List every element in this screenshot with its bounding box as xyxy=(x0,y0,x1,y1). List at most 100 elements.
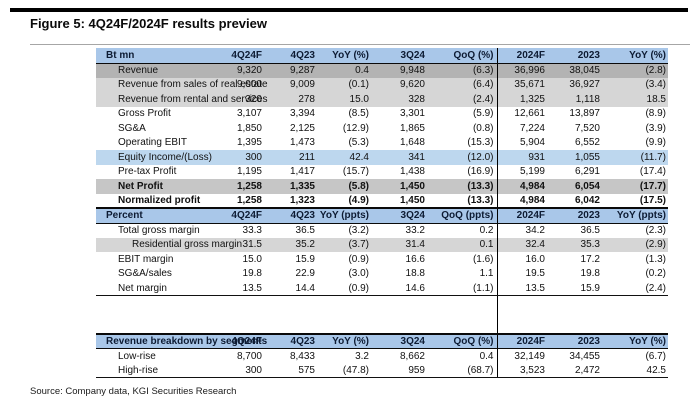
table-row: SG&A/sales 19.8 22.9 (3.0) 18.8 1.1 19.5 19.8 (0… xyxy=(96,266,668,281)
row-label: Low-rise xyxy=(118,350,156,362)
cell-value: 32,149 xyxy=(496,348,548,363)
column-header: Bt mn xyxy=(96,48,211,64)
table-row: High-rise 300 575 (47.8) 959 (68.7) 3,523 2,472… xyxy=(96,363,668,378)
cell-value: 36,996 xyxy=(496,63,548,78)
cell-value: (6.4) xyxy=(428,77,497,92)
cell-value: 14.4 xyxy=(265,281,318,296)
cell-value: (0.8) xyxy=(472,122,494,134)
column-header: 4Q23 xyxy=(265,332,318,349)
cell-value: 15.9 xyxy=(548,281,603,296)
cell-value: (5.3) xyxy=(348,137,369,149)
row-label: SG&A xyxy=(118,122,146,134)
row-label: Net margin xyxy=(96,281,211,296)
cell-value: 19.8 xyxy=(580,268,600,280)
cell-value: (4.9) xyxy=(348,194,369,206)
column-header: QoQ (%) xyxy=(428,48,497,64)
cell-value: 9,620 xyxy=(372,77,428,92)
results-table-body: Bt mn 4Q24F 4Q23 YoY (%) 3Q24 QoQ (%) 2024F 202… xyxy=(96,48,668,378)
cell-value: 6,054 xyxy=(548,179,603,194)
cell-value: 9,320 xyxy=(211,63,265,78)
results-table: Bt mn 4Q24F 4Q23 YoY (%) 3Q24 QoQ (%) 2024F 202… xyxy=(96,48,668,378)
gap-cell xyxy=(603,295,668,334)
cell-value: (68.7) xyxy=(428,363,497,378)
bt-mn-header-row: Bt mn 4Q24F 4Q23 YoY (%) 3Q24 QoQ (%) 2024F 202… xyxy=(96,48,668,64)
table-row: EBIT margin 15.0 15.9 (0.9) 16.6 (1.6) 16.0 17.… xyxy=(96,252,668,267)
row-label: Net Profit xyxy=(96,179,211,194)
cell-value: (47.8) xyxy=(318,363,372,378)
cell-value: 38,045 xyxy=(548,63,603,78)
cell-value: 1,055 xyxy=(548,150,603,165)
column-header: 2023 xyxy=(548,207,603,224)
cell-value: (17.4) xyxy=(639,166,666,178)
cell-value: 328 xyxy=(372,92,428,107)
cell-value: 31.4 xyxy=(372,237,428,252)
gap-cell xyxy=(265,295,318,334)
percent-header-row: Percent 4Q24F 4Q23 YoY (ppts) 3Q24 QoQ (ppts)… xyxy=(96,207,668,224)
row-label: Gross Profit xyxy=(118,108,171,120)
cell-value: (3.7) xyxy=(318,237,372,252)
cell-value: (12.9) xyxy=(342,122,369,134)
cell-value: 32.4 xyxy=(496,237,548,252)
cell-value: 12,661 xyxy=(496,106,548,121)
row-label: Revenue from sales of real estate xyxy=(96,77,268,92)
cell-value: 42.5 xyxy=(603,363,668,378)
cell-value: (8.9) xyxy=(645,108,666,120)
cell-value: (17.7) xyxy=(603,179,668,194)
cell-value: (5.8) xyxy=(318,179,372,194)
cell-value: 9,948 xyxy=(372,63,428,78)
cell-value: 16.0 xyxy=(496,252,548,267)
cell-value: (1.1) xyxy=(428,281,497,296)
cell-value: 300 xyxy=(211,363,265,378)
table-row: Low-rise 8,700 8,433 3.2 8,662 0.4 32,149 34,45… xyxy=(96,348,668,363)
cell-value: 15.9 xyxy=(295,253,315,265)
cell-value: 1,118 xyxy=(548,92,603,107)
cell-value: 0.2 xyxy=(479,225,494,236)
cell-value: 15.0 xyxy=(242,253,262,265)
cell-value: 7,520 xyxy=(574,122,600,134)
column-header: 3Q24 xyxy=(372,332,428,349)
column-header: YoY (ppts) xyxy=(603,207,668,224)
gap-cell xyxy=(318,295,372,334)
cell-value: 5,904 xyxy=(496,135,548,150)
row-label: Revenue xyxy=(96,63,211,78)
table-row: Total gross margin 33.3 36.5 (3.2) 33.2 0.2 34… xyxy=(96,223,668,238)
cell-value: (3.9) xyxy=(645,122,666,134)
cell-value: 35.3 xyxy=(548,237,603,252)
cell-value: 211 xyxy=(265,150,318,165)
table-row: Equity Income/(Loss) 300 211 42.4 341 (12.0) 9… xyxy=(96,150,668,165)
cell-value: 3.2 xyxy=(355,350,369,362)
cell-value: 5,199 xyxy=(496,164,548,179)
gap-cell xyxy=(428,295,497,334)
cell-value: 35.2 xyxy=(265,237,318,252)
table-row: Net margin 13.5 14.4 (0.9) 14.6 (1.1) 13.5 15.9… xyxy=(96,281,668,296)
row-label: Revenue from rental and services xyxy=(96,92,268,107)
row-label: EBIT margin xyxy=(118,253,174,265)
cell-value: (15.3) xyxy=(467,137,494,149)
column-header: YoY (%) xyxy=(318,332,372,349)
cell-value: 1,450 xyxy=(399,194,425,206)
cell-value: 7,224 xyxy=(496,121,548,136)
cell-value: 0.4 xyxy=(318,63,372,78)
cell-value: 13.5 xyxy=(496,281,548,296)
cell-value: 575 xyxy=(265,363,318,378)
top-rule xyxy=(10,8,688,12)
column-header: 2024F xyxy=(496,48,548,64)
gap-cell xyxy=(496,295,548,334)
cell-value: (9.9) xyxy=(645,137,666,149)
cell-value: 8,433 xyxy=(289,350,315,362)
column-header: YoY (%) xyxy=(318,48,372,64)
cell-value: 13.5 xyxy=(211,281,265,296)
cell-value: (0.9) xyxy=(318,281,372,296)
cell-value: 1,865 xyxy=(399,122,425,134)
cell-value: 931 xyxy=(496,150,548,165)
cell-value: 6,042 xyxy=(574,194,600,206)
cell-value: 341 xyxy=(372,150,428,165)
cell-value: (6.3) xyxy=(428,63,497,78)
table-row: Gross Profit 3,107 3,394 (8.5) 3,301 (5.9) 12,… xyxy=(96,106,668,121)
cell-value: 22.9 xyxy=(295,268,315,280)
column-header: YoY (%) xyxy=(603,332,668,349)
gap-cell xyxy=(548,295,603,334)
row-label: Equity Income/(Loss) xyxy=(96,150,212,165)
cell-value: 1,335 xyxy=(265,179,318,194)
